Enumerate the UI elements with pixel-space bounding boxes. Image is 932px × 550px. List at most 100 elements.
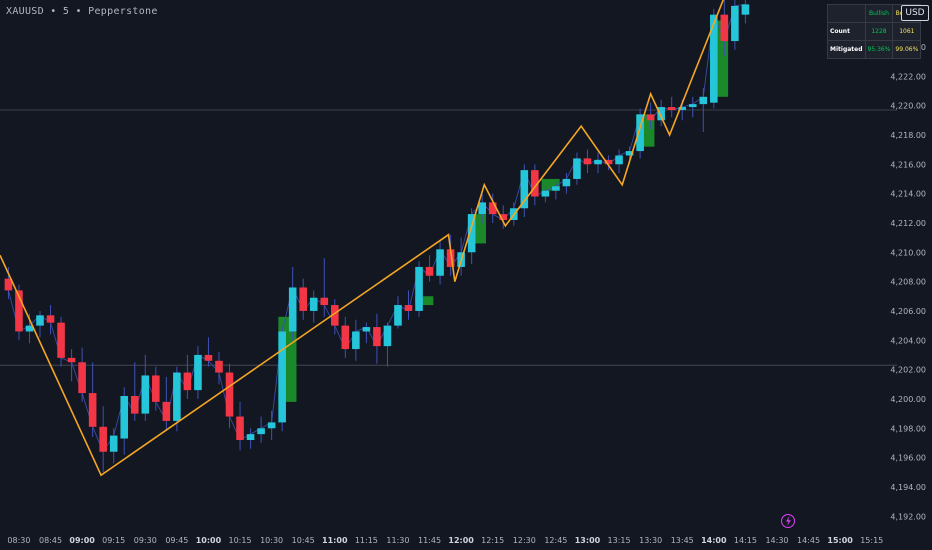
price-tick-label: 4,222.00 bbox=[890, 72, 926, 81]
candle-bullish bbox=[731, 5, 739, 42]
candle-bullish bbox=[699, 96, 708, 105]
price-tick-label: 4,216.00 bbox=[890, 160, 926, 169]
price-tick-label: 4,194.00 bbox=[890, 483, 926, 492]
candle-bullish bbox=[467, 214, 476, 253]
price-tick-label: 4,208.00 bbox=[890, 278, 926, 287]
lightning-icon[interactable] bbox=[781, 514, 795, 528]
candle-bullish bbox=[394, 305, 402, 326]
candle-bearish bbox=[225, 372, 234, 417]
stats-header-corner bbox=[827, 4, 866, 23]
candle-bearish bbox=[488, 202, 497, 215]
candle-bearish bbox=[57, 322, 65, 358]
time-tick-label: 11:00 bbox=[322, 536, 348, 545]
time-tick-label: 14:30 bbox=[765, 536, 788, 545]
price-tick-label: 4,212.00 bbox=[890, 219, 926, 228]
candle-bearish bbox=[720, 14, 729, 42]
candle-bearish bbox=[667, 107, 676, 110]
time-tick-label: 11:45 bbox=[418, 536, 441, 545]
price-tick-label: 4,214.00 bbox=[890, 190, 926, 199]
candle-bullish bbox=[109, 435, 118, 452]
currency-button[interactable]: USD bbox=[901, 5, 929, 21]
candle-bullish bbox=[678, 107, 687, 110]
candle-bullish bbox=[741, 4, 750, 15]
price-reference-lines bbox=[0, 109, 897, 366]
price-axis[interactable]: 4,192.00 4,194.00 4,196.00 4,198.00 4,200.00… bbox=[872, 4, 926, 521]
candle-bearish bbox=[583, 158, 592, 165]
candle-bearish bbox=[236, 416, 244, 440]
time-tick-label: 09:30 bbox=[134, 536, 157, 545]
time-tick-label: 15:15 bbox=[860, 536, 883, 545]
time-tick-label: 10:15 bbox=[229, 536, 252, 545]
candle-bullish bbox=[520, 170, 529, 209]
candle-bullish bbox=[478, 202, 486, 215]
time-tick-label: 14:15 bbox=[734, 536, 757, 545]
zigzag-polyline bbox=[0, 0, 725, 477]
candle-bearish bbox=[152, 375, 160, 402]
candle-bullish bbox=[352, 331, 360, 350]
time-tick-label: 09:15 bbox=[102, 536, 125, 545]
candle-bullish bbox=[688, 104, 697, 108]
time-axis[interactable]: 08:30 08:45 09:00 09:15 09:30 09:45 10:00 10:15… bbox=[7, 536, 883, 545]
candle-bearish bbox=[130, 396, 139, 414]
candle-bullish bbox=[710, 14, 718, 103]
candle-bearish bbox=[373, 327, 381, 347]
candle-bullish bbox=[594, 159, 602, 165]
candle-bearish bbox=[215, 360, 223, 373]
order-block bbox=[541, 178, 560, 191]
candle-bullish bbox=[383, 325, 392, 347]
time-tick-label: 14:00 bbox=[701, 536, 727, 545]
time-tick-label: 13:00 bbox=[575, 536, 601, 545]
candle-bullish bbox=[552, 186, 560, 191]
candle-bullish bbox=[573, 158, 581, 179]
candle-bullish bbox=[657, 107, 665, 121]
stats-row-count: Count 1228 1061 bbox=[827, 22, 922, 41]
candle-bearish bbox=[46, 315, 55, 323]
time-tick-label: 09:00 bbox=[69, 536, 95, 545]
candle-bearish bbox=[15, 290, 23, 332]
price-tick-label: 4,198.00 bbox=[890, 424, 926, 433]
time-tick-label: 10:45 bbox=[292, 536, 315, 545]
candle-bearish bbox=[299, 287, 308, 311]
time-tick-label: 10:30 bbox=[260, 536, 283, 545]
price-tick-label: 4,206.00 bbox=[890, 307, 926, 316]
candle-bullish bbox=[288, 287, 297, 332]
time-tick-label: 12:30 bbox=[513, 536, 536, 545]
time-tick-label: 13:15 bbox=[608, 536, 631, 545]
candle-bullish bbox=[625, 151, 634, 156]
candle-bullish bbox=[309, 297, 318, 311]
candle-bullish bbox=[194, 354, 202, 391]
candle-bearish bbox=[204, 354, 213, 361]
candles bbox=[4, 0, 750, 473]
candle-bearish bbox=[425, 266, 434, 276]
candle-bearish bbox=[4, 278, 13, 291]
candle-bearish bbox=[499, 214, 508, 220]
candle-bearish bbox=[320, 297, 329, 306]
time-tick-label: 08:45 bbox=[39, 536, 62, 545]
price-tick-label: 4,196.00 bbox=[890, 454, 926, 463]
stats-header-bullish: Bullish bbox=[864, 4, 894, 23]
price-tick-label: 4,202.00 bbox=[890, 366, 926, 375]
candle-bullish bbox=[257, 428, 265, 435]
price-tick-label: 4,192.00 bbox=[890, 512, 926, 521]
candle-bearish bbox=[78, 362, 86, 394]
candle-bullish bbox=[141, 375, 150, 414]
stats-bearish-value: 1061 bbox=[892, 22, 922, 41]
candle-bullish bbox=[25, 325, 34, 332]
stats-bullish-value: 95.36% bbox=[864, 40, 894, 59]
stats-row-mitigated: Mitigated 95.36% 99.06% bbox=[827, 40, 922, 59]
candle-bearish bbox=[646, 114, 655, 121]
price-tick-label: 4,210.00 bbox=[890, 248, 926, 257]
candle-bearish bbox=[67, 357, 76, 363]
candle-bullish bbox=[562, 178, 571, 187]
stats-row-label: Count bbox=[827, 22, 866, 41]
close-price-line bbox=[7, 3, 746, 453]
candle-bullish bbox=[267, 422, 276, 429]
candle-bullish bbox=[415, 266, 423, 311]
stats-row-label: Mitigated bbox=[827, 40, 866, 59]
time-tick-label: 12:45 bbox=[544, 536, 567, 545]
candle-bullish bbox=[636, 114, 644, 152]
candle-bearish bbox=[404, 305, 413, 311]
price-tick-label: 4,200.00 bbox=[890, 395, 926, 404]
stats-bullish-value: 1228 bbox=[864, 22, 894, 41]
